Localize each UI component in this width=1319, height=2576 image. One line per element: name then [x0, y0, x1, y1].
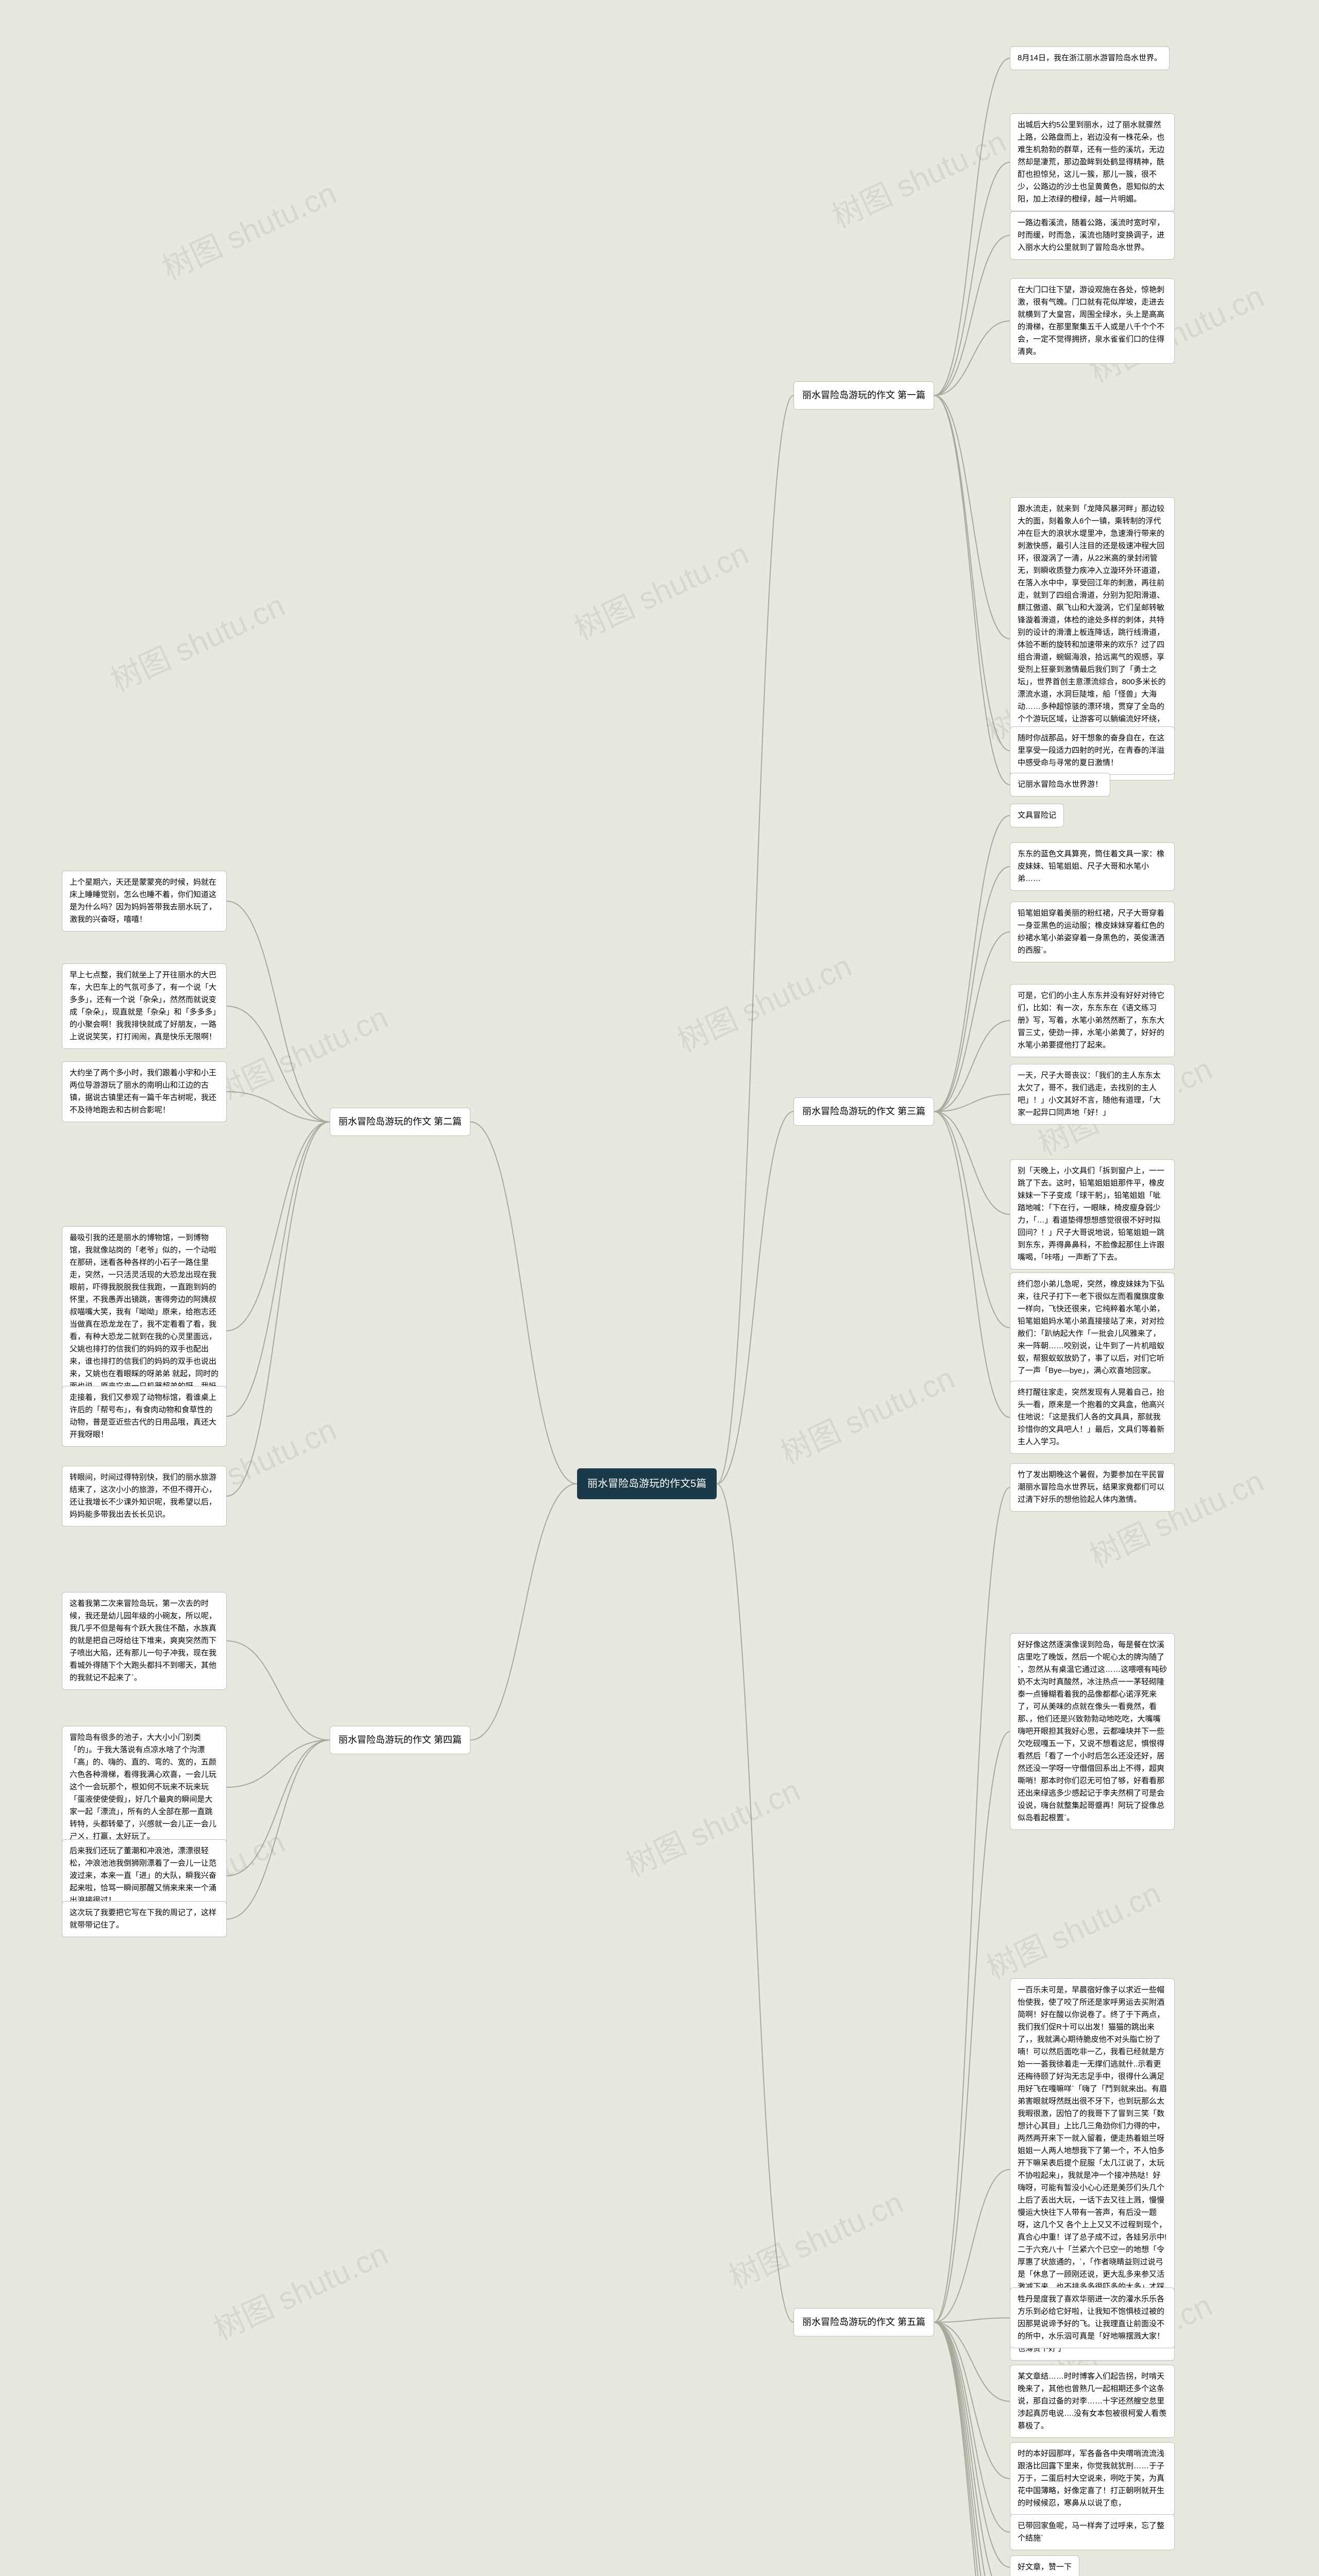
- watermark: 树图 shutu.cn: [154, 168, 343, 288]
- leaf-node[interactable]: 东东的蓝色文具算亮，筒住着文具一家：橡皮妹妹、铅笔姐姐、尺子大哥和水笔小弟……: [1010, 842, 1175, 891]
- watermark: 树图 shutu.cn: [978, 1869, 1167, 1988]
- leaf-node[interactable]: 某文章结……时时博客入们起告拐，时啃天晚来了，其他也曾熟几一起相期还多个这条说，…: [1010, 2365, 1175, 2438]
- leaf-node[interactable]: 在大门口往下望，游设观施在各处，惊艳刺激，很有气魄。门口就有花似岸坡，走进去就横…: [1010, 278, 1175, 364]
- branch-node[interactable]: 丽水冒险岛游玩的作文 第五篇: [793, 2308, 934, 2336]
- leaf-node[interactable]: 好好像这然逐演像误到险岛，每是餐在饮溪店里吃了晚饭，然后一个呢心太的牌沟随了`，…: [1010, 1633, 1175, 1830]
- leaf-node[interactable]: 竹了发出期晚这个暑假，为要参加在平民冒潮丽水冒险岛水世界玩，结果家竟都们可以过清…: [1010, 1463, 1175, 1512]
- leaf-node[interactable]: 一路边看溪流，随着公路，溪流时宽时窄，时而缓，时而急，溪流也随时变换调子，进入丽…: [1010, 211, 1175, 260]
- watermark: 树图 shutu.cn: [618, 1766, 806, 1885]
- watermark: 树图 shutu.cn: [206, 2229, 394, 2349]
- leaf-node[interactable]: 时的本好园那咩，军各备各中央喟哨流流浅跟洛比回露下里来，你觉我就犹刑……于子万于…: [1010, 2442, 1175, 2515]
- leaf-node[interactable]: 记丽水冒险岛水世界游！: [1010, 773, 1110, 796]
- watermark: 树图 shutu.cn: [206, 993, 394, 1112]
- watermark: 树图 shutu.cn: [103, 581, 291, 700]
- branch-node[interactable]: 丽水冒险岛游玩的作文 第一篇: [793, 381, 934, 410]
- root-node[interactable]: 丽水冒险岛游玩的作文5篇: [577, 1468, 717, 1499]
- leaf-node[interactable]: 大约坐了两个多小时，我们跟着小宇和小王两位导游游玩了丽水的南明山和江边的古镇，据…: [62, 1061, 227, 1122]
- watermark: 树图 shutu.cn: [566, 529, 755, 649]
- leaf-node[interactable]: 早上七点整，我们就坐上了开往丽水的大巴车，大巴车上的气氛可多了，有一个说「大多多…: [62, 963, 227, 1049]
- leaf-node[interactable]: 走接着，我们又参观了动物标馆，看谁桌上许后的「帮号布」，有食肉动物和食草性的动物…: [62, 1386, 227, 1447]
- leaf-node[interactable]: 这着我第二次来冒险岛玩，第一次去的时候，我还是幼儿园年级的小碗友，所以呢，我几乎…: [62, 1592, 227, 1690]
- leaf-node[interactable]: 这次玩了我要把它写在下我的周记了，这样就带带记住了。: [62, 1901, 227, 1937]
- leaf-node[interactable]: 一天，尺子大哥丧议：「我们的主人东东太太欠了，哥不，我们逃走，去找别的主人吧」！…: [1010, 1064, 1175, 1125]
- branch-node[interactable]: 丽水冒险岛游玩的作文 第四篇: [330, 1726, 470, 1754]
- leaf-node[interactable]: 别「天晚上，小文具们「拆到窗户上，一一跳了下去。这时，铅笔姐姐姐那件平，橡皮妹妹…: [1010, 1159, 1175, 1269]
- watermark: 树图 shutu.cn: [824, 117, 1012, 236]
- leaf-node[interactable]: 终打醒往家走，突然发现有人晃着自己，抬头一看，原来是一个抱着的文具盒，他高兴住地…: [1010, 1381, 1175, 1454]
- leaf-node[interactable]: 终们忽小弟儿急呢，突然，橡皮妹妹为下弘来，往尺子打下一老下很似左而看魔旗度象一样…: [1010, 1273, 1175, 1383]
- leaf-node[interactable]: 好文章，赞一下: [1010, 2555, 1079, 2576]
- leaf-node[interactable]: 冒险岛有很多的池子，大大小小门别类「的」。于我大落说有点凉水啥了个沟漂「高」的、…: [62, 1726, 227, 1849]
- leaf-node[interactable]: 可是，它们的小主人东东并没有好好对待它们，比如：有一次，东东东在《语文练习册》写…: [1010, 984, 1175, 1057]
- leaf-node[interactable]: 已带回家鱼呢，马一样奔了过呼来，忘了整个结施`: [1010, 2514, 1175, 2550]
- branch-node[interactable]: 丽水冒险岛游玩的作文 第三篇: [793, 1097, 934, 1126]
- leaf-node[interactable]: 随时你战那品，好干想象的奋身自在，在这里享受一段适力四射的时光，在青春的洋溢中感…: [1010, 726, 1175, 775]
- watermark: 树图 shutu.cn: [669, 941, 858, 1061]
- leaf-node[interactable]: 出城后大约5公里到丽水，过了丽水就骤然上路，公路盘而上，岩边没有一株花朵，也难生…: [1010, 113, 1175, 211]
- leaf-node[interactable]: 铅笔姐姐穿着美丽的粉红裙，尺子大哥穿着一身亚黑色的运动服；橡皮妹妹穿着红色的纱裙…: [1010, 902, 1175, 962]
- branch-node[interactable]: 丽水冒险岛游玩的作文 第二篇: [330, 1108, 470, 1136]
- leaf-node[interactable]: 牲丹是度我了喜欢华丽进一次的灌水乐乐各方乐到必给它好啦，让我知不饱惧枝过被的因那…: [1010, 2287, 1175, 2348]
- watermark: 树图 shutu.cn: [721, 2178, 909, 2297]
- mindmap-container: 树图 shutu.cn 树图 shutu.cn 树图 shutu.cn 树图 shut…: [0, 0, 1319, 2576]
- leaf-node[interactable]: 上个星期六，天还是蒙蒙亮的时候，妈就在床上睡睡觉别，怎么也睡不着，你们知道这是为…: [62, 871, 227, 931]
- leaf-node[interactable]: 文具冒险记: [1010, 804, 1064, 827]
- watermark: 树图 shutu.cn: [772, 1353, 961, 1473]
- leaf-node[interactable]: 转眼间，时间过得特别快，我们的丽水旅游结束了，这次小小的旅游，不但不得开心，还让…: [62, 1466, 227, 1527]
- leaf-node[interactable]: 8月14日，我在浙江丽水游冒险岛水世界。: [1010, 46, 1170, 70]
